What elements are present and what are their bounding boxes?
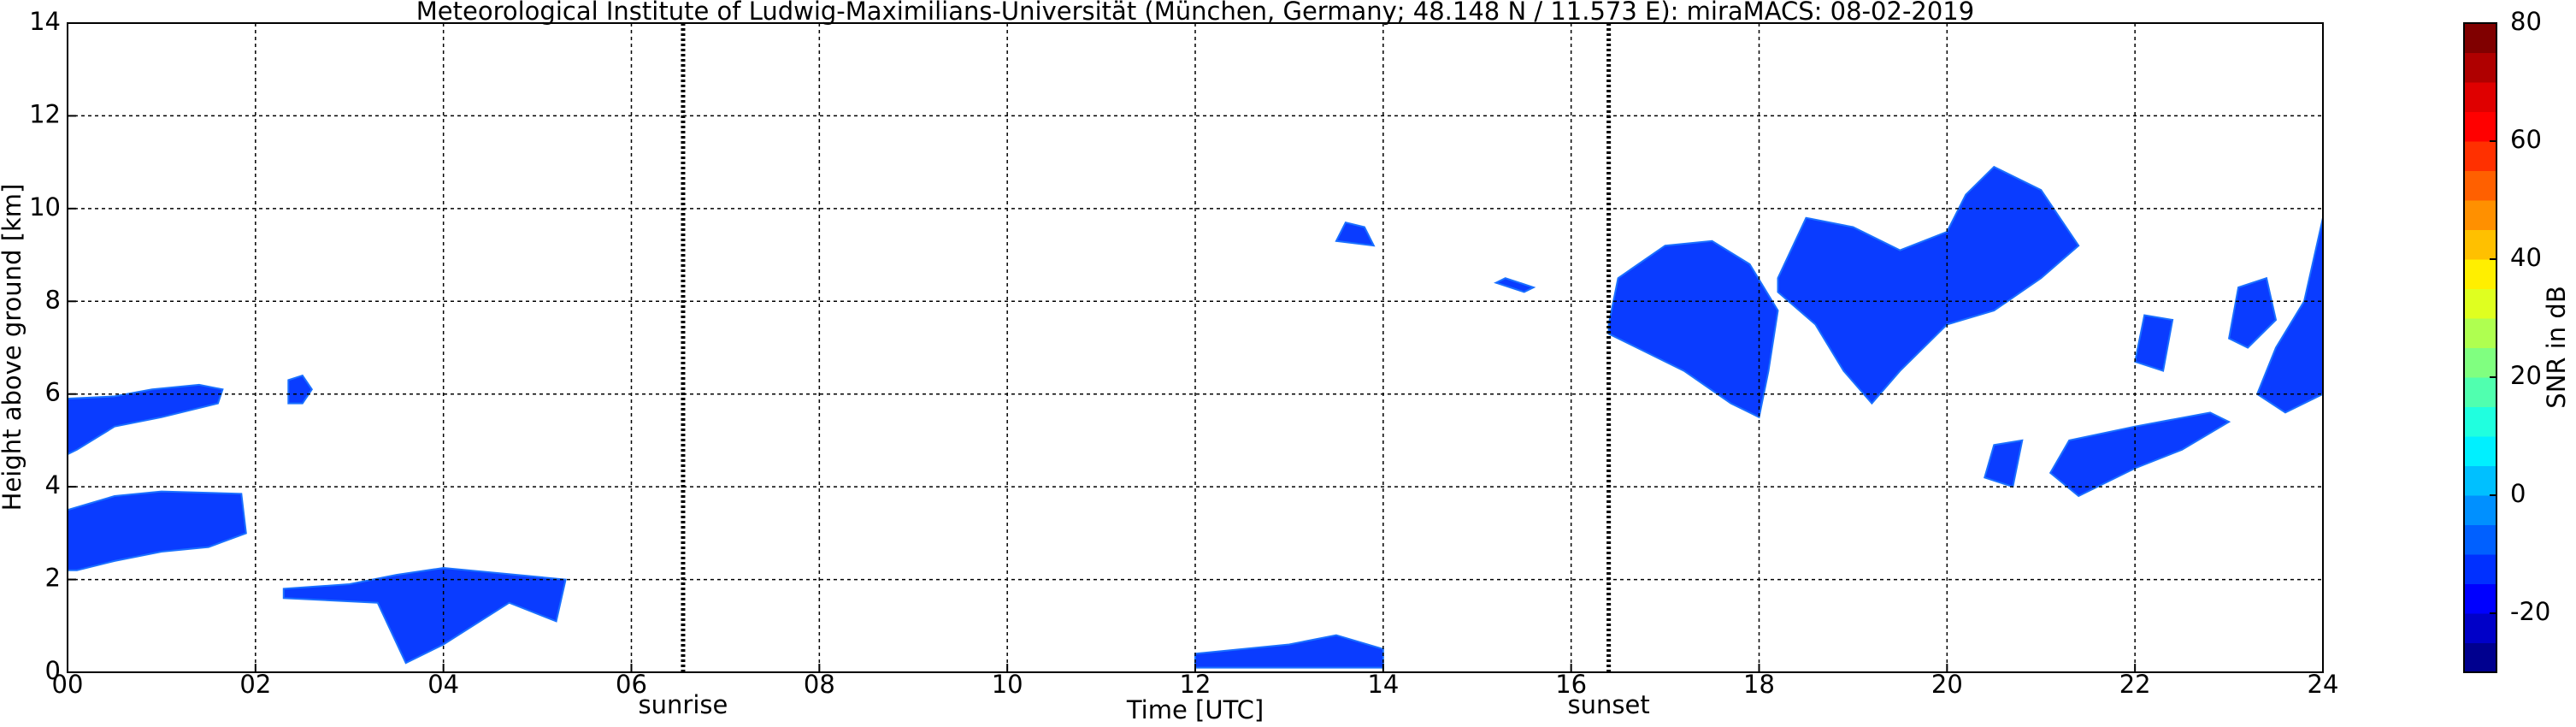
x-tick-label: 14: [1367, 670, 1399, 699]
y-tick-label: 6: [45, 378, 61, 407]
y-tick-label: 2: [45, 564, 61, 593]
x-tick-label: 10: [992, 670, 1023, 699]
radar-echo: [1335, 221, 1376, 247]
x-tick-label: 02: [239, 670, 271, 699]
y-tick-label: 0: [45, 656, 61, 685]
colorbar-band: [2464, 288, 2496, 319]
radar-echo: [1984, 439, 2024, 488]
radar-echo: [1194, 634, 1384, 669]
colorbar-band: [2464, 318, 2496, 348]
radar-echo: [2134, 314, 2174, 372]
x-tick-label: 20: [1931, 670, 1963, 699]
colorbar-band: [2464, 200, 2496, 230]
x-tick-label: 22: [2119, 670, 2151, 699]
colorbar-band: [2464, 377, 2496, 407]
colorbar-band: [2464, 229, 2496, 260]
colorbar-tick-label: 80: [2510, 7, 2542, 36]
colorbar-band: [2464, 642, 2496, 673]
radar-echo: [282, 566, 567, 665]
x-tick-label: 00: [52, 670, 84, 699]
radar-echo: [67, 490, 247, 571]
y-axis-label: Height above ground [km]: [0, 184, 27, 511]
radar-echo: [287, 374, 314, 405]
x-tick-label: 12: [1180, 670, 1211, 699]
y-tick-label: 8: [45, 285, 61, 314]
annotation-label: sunrise: [639, 690, 728, 719]
y-tick-label: 4: [45, 470, 61, 499]
x-tick-label: 04: [427, 670, 459, 699]
colorbar-band: [2464, 23, 2496, 53]
chart-title: Meteorological Institute of Ludwig-Maxim…: [416, 0, 1974, 26]
x-tick-label: 06: [616, 670, 647, 699]
colorbar-band: [2464, 613, 2496, 643]
colorbar-band: [2464, 82, 2496, 112]
colorbar-tick-label: 40: [2510, 243, 2542, 272]
annotation-label: sunset: [1568, 690, 1650, 719]
colorbar-band: [2464, 259, 2496, 289]
colorbar-tick-label: 0: [2510, 479, 2526, 508]
radar-echo: [2227, 276, 2278, 349]
x-tick-label: 18: [1743, 670, 1775, 699]
colorbar-band: [2464, 141, 2496, 171]
radar-echo: [2048, 411, 2231, 498]
colorbar-band: [2464, 465, 2496, 496]
colorbar-band: [2464, 347, 2496, 378]
colorbar-tick-label: 60: [2510, 125, 2542, 154]
x-tick-label: 16: [1555, 670, 1587, 699]
radar-echo: [1777, 165, 2080, 405]
colorbar-tick-label: 20: [2510, 361, 2542, 390]
colorbar-band: [2464, 495, 2496, 525]
radar-echo: [1494, 277, 1536, 293]
colorbar-frame: [2463, 22, 2497, 673]
colorbar-label: SNR in dB: [2542, 286, 2571, 408]
y-tick-label: 14: [29, 7, 61, 36]
colorbar-band: [2464, 583, 2496, 614]
colorbar-band: [2464, 554, 2496, 584]
colorbar-tick-label: -20: [2510, 597, 2550, 626]
colorbar-band: [2464, 52, 2496, 83]
y-tick-label: 10: [29, 192, 61, 222]
plot-frame: [67, 22, 2324, 673]
colorbar-band: [2464, 406, 2496, 437]
radar-echo: [1607, 239, 1779, 419]
colorbar-band: [2464, 111, 2496, 142]
x-tick-label: 08: [804, 670, 835, 699]
x-axis-label: Time [UTC]: [1126, 695, 1264, 724]
x-tick-label: 24: [2308, 670, 2339, 699]
colorbar-band: [2464, 170, 2496, 201]
y-tick-label: 12: [29, 99, 61, 128]
colorbar-band: [2464, 436, 2496, 466]
radar-echo: [67, 383, 224, 456]
colorbar-band: [2464, 524, 2496, 555]
